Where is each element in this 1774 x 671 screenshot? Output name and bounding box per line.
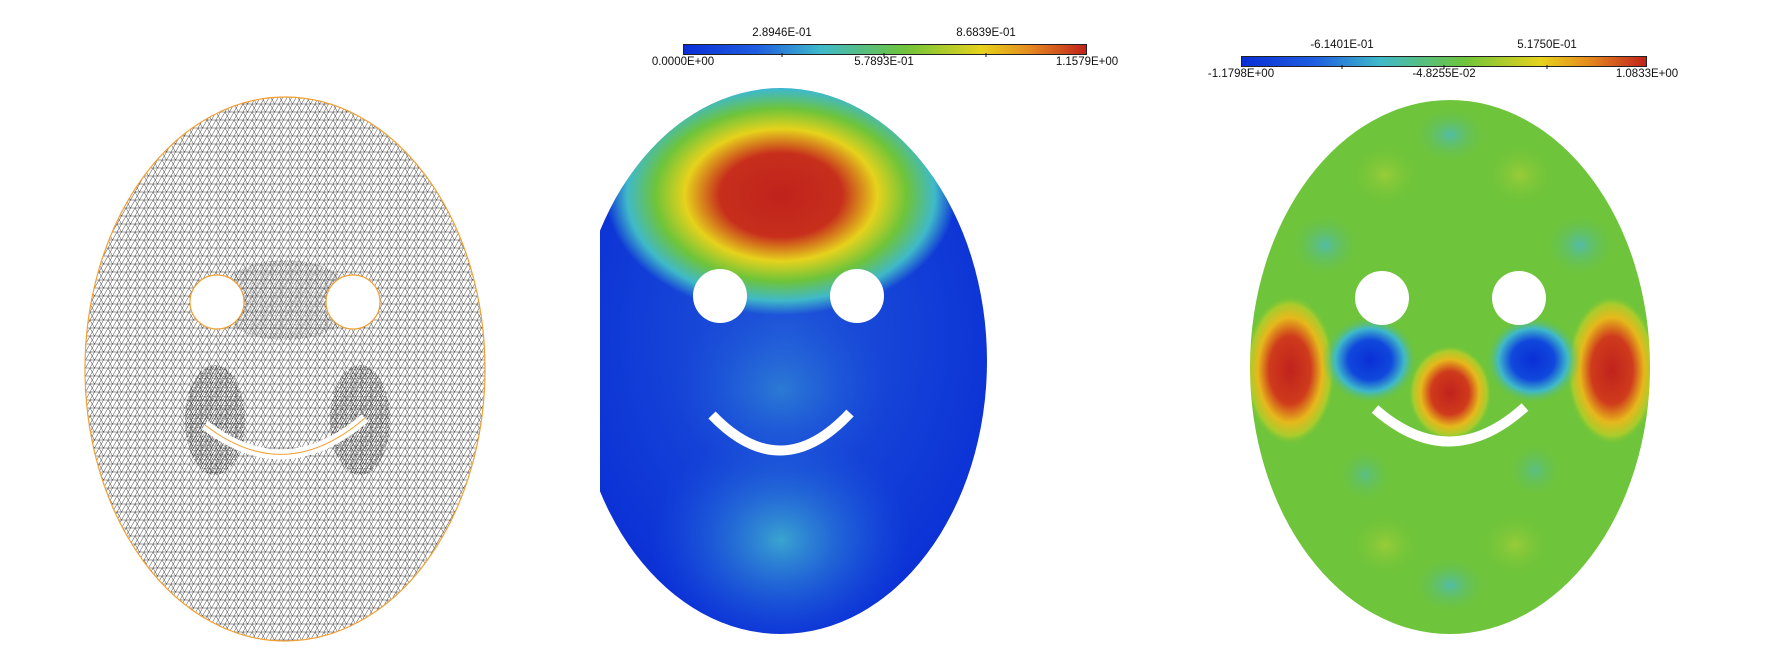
colorbar-2-top-label-1: -6.1401E-01 <box>1310 39 1374 51</box>
colorbar-1: 2.8946E-01 8.6839E-01 0.0000E+00 5.7893E… <box>652 27 1118 69</box>
colorbar-2-bottom-label-3: 1.0833E+00 <box>1615 68 1679 80</box>
field-panel-1: 2.8946E-01 8.6839E-01 0.0000E+00 5.7893E… <box>600 0 1140 666</box>
field-panel-2: -6.1401E-01 5.1750E-01 -1.1798E+00 -4.82… <box>1160 0 1774 666</box>
field-1-surface <box>600 75 1000 650</box>
colorbar-1-gradient <box>683 44 1087 55</box>
colorbar-1-bottom-label-2: 5.7893E-01 <box>854 56 914 68</box>
field-2-surface <box>1240 90 1660 650</box>
colorbar-2: -6.1401E-01 5.1750E-01 -1.1798E+00 -4.82… <box>1208 39 1678 81</box>
colorbar-1-top-label-1: 2.8946E-01 <box>752 27 812 39</box>
colorbar-2-ticks <box>1341 65 1548 69</box>
field-1-figure <box>600 75 1000 650</box>
colorbar-1-top-label-2: 8.6839E-01 <box>956 27 1016 39</box>
mesh-boundary <box>84 96 486 642</box>
colorbar-2-top-label-2: 5.1750E-01 <box>1517 39 1577 51</box>
mesh-panel <box>0 0 590 666</box>
mesh-figure <box>80 90 490 650</box>
mesh-triangles <box>80 90 490 650</box>
colorbar-2-bottom-label-2: -4.8255E-02 <box>1412 68 1476 80</box>
colorbar-1-ticks <box>781 53 987 57</box>
field-2-figure <box>1240 90 1660 650</box>
colorbar-2-bottom-label-1: -1.1798E+00 <box>1207 68 1275 80</box>
colorbar-1-bottom-label-1: 0.0000E+00 <box>651 56 715 68</box>
colorbar-1-bottom-label-3: 1.1579E+00 <box>1055 56 1119 68</box>
